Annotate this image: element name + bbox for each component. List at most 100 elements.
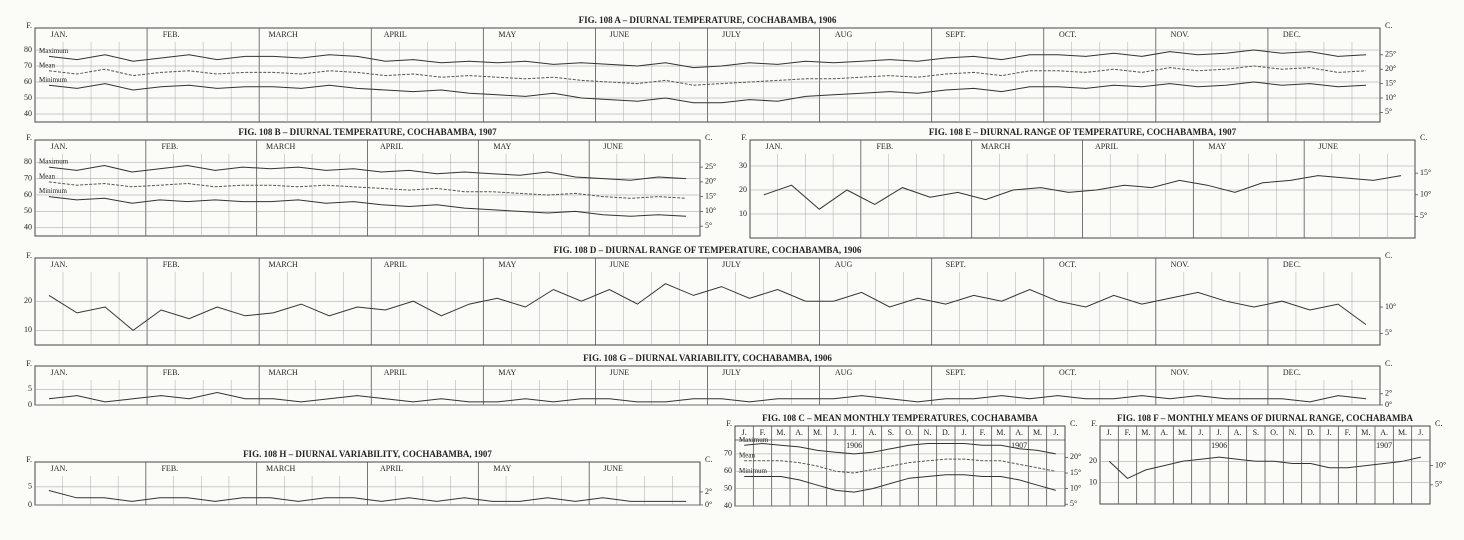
y-tick-label: 30 [739, 161, 747, 170]
category-label: MAY [493, 464, 511, 473]
category-label: FEB. [161, 142, 178, 151]
category-label: APRIL [380, 464, 403, 473]
category-label: N. [1289, 428, 1297, 437]
category-label: DEC. [1283, 260, 1301, 269]
data-line [744, 474, 1056, 493]
category-label: FEB. [161, 464, 178, 473]
data-line [1108, 456, 1421, 479]
category-label: JUNE [610, 30, 630, 39]
category-label: MARCH [266, 142, 296, 151]
y-axis-label: F. [26, 133, 32, 142]
category-label: A. [1160, 428, 1168, 437]
year-annotation: 1907 [1376, 441, 1392, 450]
category-label: J. [962, 428, 967, 437]
category-label: SEPT. [946, 260, 966, 269]
category-label: JUNE [603, 142, 623, 151]
category-label: A. [869, 428, 877, 437]
y-tick-label: 70 [724, 449, 732, 458]
y-tick-label: 5 [28, 482, 32, 491]
category-label: J. [1327, 428, 1332, 437]
y-tick-label: 0 [28, 400, 32, 409]
category-label: M. [813, 428, 822, 437]
y-tick-label: 40 [24, 109, 32, 118]
category-label: O. [1270, 428, 1278, 437]
y-axis-label: F. [26, 21, 32, 30]
data-line [48, 49, 1367, 69]
data-line [48, 164, 687, 181]
category-label: JUNE [610, 260, 630, 269]
year-annotation: 1907 [1011, 441, 1027, 450]
y2-axis-label: C. [1420, 133, 1427, 142]
y2-axis-label: C. [1435, 419, 1442, 428]
category-label: JULY [722, 368, 741, 377]
category-label: J. [833, 428, 838, 437]
y-tick-label: 20 [739, 185, 747, 194]
chart-title: FIG. 108 B – DIURNAL TEMPERATURE, COCHAB… [238, 127, 497, 137]
chart-title: FIG. 108 G – DIURNAL VARIABILITY, COCHAB… [583, 353, 832, 363]
data-line [763, 175, 1402, 210]
y2-axis-label: C. [1385, 359, 1392, 368]
series-label: Minimum [739, 467, 768, 475]
category-label: AUG [835, 260, 853, 269]
category-label: MAY [498, 30, 516, 39]
chart-title: FIG. 108 A – DIURNAL TEMPERATURE, COCHAB… [579, 15, 837, 25]
category-label: JUNE [610, 368, 630, 377]
category-label: NOV. [1171, 260, 1189, 269]
y2-tick-label: 15° [1420, 168, 1431, 177]
y2-tick-label: 10° [1385, 302, 1396, 311]
y-tick-label: 40 [24, 223, 32, 232]
category-label: J. [852, 428, 857, 437]
year-annotation: 1906 [846, 441, 862, 450]
category-label: FEB. [163, 30, 180, 39]
category-label: APRIL [384, 368, 407, 377]
category-label: S. [1253, 428, 1259, 437]
category-label: SEPT. [946, 30, 966, 39]
series-label: Mean [39, 61, 55, 69]
y-axis-label: F. [1091, 419, 1097, 428]
series-label: Minimum [39, 187, 68, 195]
chart-title: FIG. 108 F – MONTHLY MEANS OF DIURNAL RA… [1117, 413, 1413, 423]
category-label: JULY [722, 260, 741, 269]
y-tick-label: 70 [24, 173, 32, 182]
y2-tick-label: 5° [1435, 480, 1442, 489]
category-label: MAY [498, 260, 516, 269]
category-label: J. [1217, 428, 1222, 437]
category-label: M. [1398, 428, 1407, 437]
y-tick-label: 80 [24, 45, 32, 54]
chart-title: FIG. 108 E – DIURNAL RANGE OF TEMPERATUR… [929, 127, 1237, 137]
category-label: M. [1361, 428, 1370, 437]
data-line [48, 196, 687, 217]
series-label: Maximum [39, 158, 69, 166]
category-label: F. [1345, 428, 1351, 437]
y2-tick-label: 2° [705, 487, 712, 496]
category-label: F. [760, 428, 766, 437]
y-tick-label: 60 [24, 77, 32, 86]
y-tick-label: 50 [724, 483, 732, 492]
y2-axis-label: C. [1385, 21, 1392, 30]
series-label: Mean [739, 451, 755, 459]
category-label: M. [1178, 428, 1187, 437]
category-label: F. [980, 428, 986, 437]
category-label: JAN. [51, 368, 68, 377]
y2-tick-label: 20° [1070, 452, 1081, 461]
chart-title: FIG. 108 D – DIURNAL RANGE OF TEMPERATUR… [554, 245, 862, 255]
data-line [744, 442, 1056, 455]
category-label: JAN. [51, 464, 68, 473]
category-label: J. [1198, 428, 1203, 437]
category-label: JUNE [603, 464, 623, 473]
y2-tick-label: 5° [705, 221, 712, 230]
data-line [48, 65, 1367, 86]
category-label: APRIL [1095, 142, 1118, 151]
series-label: Minimum [39, 76, 68, 84]
category-label: JULY [722, 30, 741, 39]
category-label: F. [1125, 428, 1131, 437]
category-label: O. [905, 428, 913, 437]
category-label: A. [1015, 428, 1023, 437]
y-tick-label: 50 [24, 206, 32, 215]
y2-tick-label: 25° [1385, 50, 1396, 59]
category-label: MARCH [268, 368, 298, 377]
y-tick-label: 5 [28, 384, 32, 393]
y2-axis-label: C. [1385, 251, 1392, 260]
y2-axis-label: C. [705, 455, 712, 464]
